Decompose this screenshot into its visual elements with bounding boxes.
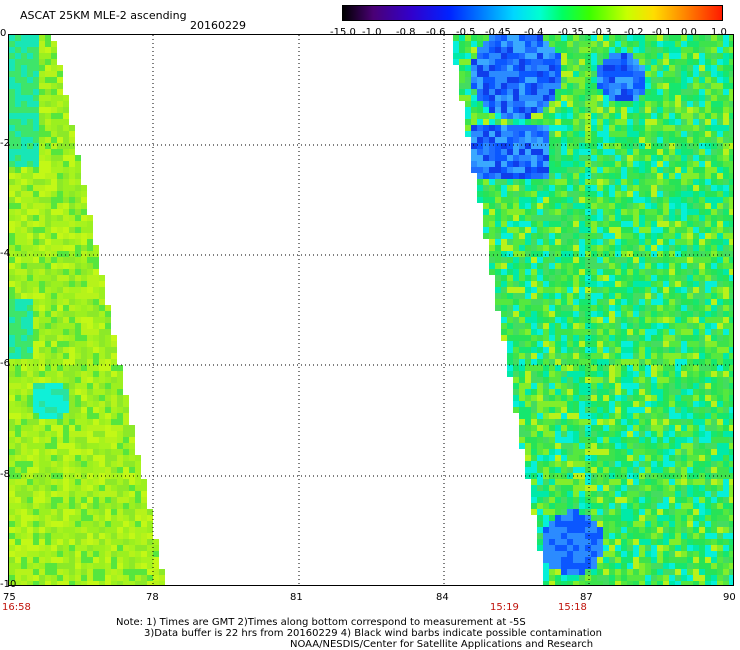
colorbar-label: -0.2 (624, 27, 644, 38)
colorbar-label: -0.35 (558, 27, 584, 38)
colorbar-label: -0.3 (592, 27, 612, 38)
x-tick-label: 78 (146, 592, 159, 603)
colorbar-label: -0.4 (524, 27, 544, 38)
colorbar-label: 0.0 (681, 27, 697, 38)
colorbar-label: -0.45 (485, 27, 511, 38)
y-tick-label: -6 (0, 358, 10, 369)
colorbar-label: -15.0 (330, 27, 356, 38)
pass-time-label: 15:18 (558, 602, 587, 613)
colorbar-label: -0.8 (396, 27, 416, 38)
map-plot (8, 34, 734, 586)
footnote-line: 3)Data buffer is 22 hrs from 20160229 4)… (144, 628, 602, 639)
x-tick-label: 75 (3, 592, 16, 603)
y-tick-label: -4 (0, 248, 10, 259)
colorbar-label: -0.5 (456, 27, 476, 38)
pass-time-label: 16:58 (2, 602, 31, 613)
wind-map (9, 35, 733, 585)
x-tick-label: 87 (580, 592, 593, 603)
footnote-line: Note: 1) Times are GMT 2)Times along bot… (116, 617, 526, 628)
y-tick-label: -10 (0, 579, 17, 590)
x-tick-label: 81 (290, 592, 303, 603)
colorbar (342, 5, 723, 21)
colorbar-label: 1.0 (711, 27, 727, 38)
footnote-line: NOAA/NESDIS/Center for Satellite Applica… (290, 639, 594, 650)
colorbar-label: -1.0 (362, 27, 382, 38)
x-tick-label: 84 (436, 592, 449, 603)
y-tick-label: -8 (0, 469, 10, 480)
pass-time-label: 15:19 (490, 602, 519, 613)
colorbar-label: -0.1 (652, 27, 672, 38)
y-tick-label: 0 (0, 28, 7, 39)
y-tick-label: -2 (0, 138, 10, 149)
chart-title: ASCAT 25KM MLE-2 ascending (20, 9, 187, 22)
x-tick-label: 90 (723, 592, 736, 603)
colorbar-label: -0.6 (426, 27, 446, 38)
chart-date: 20160229 (190, 19, 246, 32)
